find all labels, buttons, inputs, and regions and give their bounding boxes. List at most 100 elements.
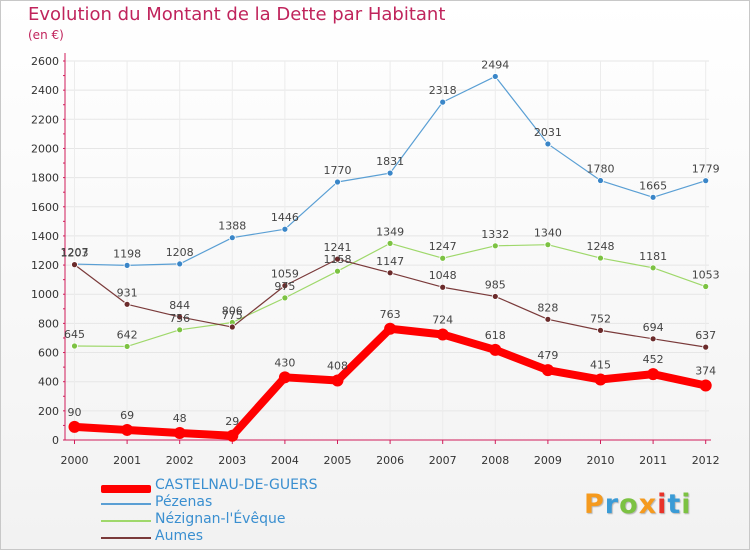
legend-swatch-aumes xyxy=(101,537,151,539)
data-point xyxy=(597,177,604,184)
x-tick-label: 2001 xyxy=(113,454,141,467)
data-label: 408 xyxy=(327,360,348,373)
data-label: 479 xyxy=(537,349,558,362)
logo-letter: P xyxy=(584,489,605,520)
data-point xyxy=(491,73,499,80)
data-labels-layer: 1207 1198 1208 1388 1446 1770 1831 2318 2494 2031… xyxy=(61,58,720,427)
x-tick-label: 2006 xyxy=(376,454,404,467)
data-label: 1349 xyxy=(376,225,404,238)
data-label: 1181 xyxy=(639,250,667,263)
data-label: 1053 xyxy=(692,269,720,282)
data-label: 645 xyxy=(64,328,85,341)
data-point xyxy=(228,323,236,331)
data-label: 1247 xyxy=(429,240,457,253)
data-point xyxy=(544,315,552,323)
data-point xyxy=(544,241,552,249)
logo-letter: i xyxy=(681,489,692,520)
data-label: 724 xyxy=(432,313,453,326)
data-label: 756 xyxy=(169,312,190,325)
x-tick-label: 2012 xyxy=(692,454,720,467)
data-point xyxy=(281,294,289,302)
data-label: 975 xyxy=(274,280,295,293)
data-point xyxy=(439,98,447,106)
data-label: 69 xyxy=(120,409,134,422)
data-point xyxy=(123,261,131,269)
data-point xyxy=(439,283,447,291)
logo-letter: x xyxy=(638,489,658,520)
data-label: 90 xyxy=(68,406,82,419)
data-label: 1446 xyxy=(271,211,299,224)
x-tick-label: 2008 xyxy=(481,454,509,467)
data-point xyxy=(123,300,131,308)
y-tick-label: 2200 xyxy=(31,113,59,126)
data-point xyxy=(594,373,607,386)
x-tick-label: 2003 xyxy=(218,454,246,467)
data-point xyxy=(281,225,289,233)
x-axis-ticks: 2000 2001 2002 2003 2004 2005 2006 2007 2008 2009… xyxy=(61,454,720,467)
data-label: 452 xyxy=(643,353,664,366)
y-tick-label: 800 xyxy=(38,317,59,330)
y-tick-label: 1800 xyxy=(31,172,59,185)
data-point xyxy=(544,140,552,148)
data-point xyxy=(176,260,184,268)
data-point xyxy=(439,254,447,262)
data-point xyxy=(649,335,657,343)
data-label: 1780 xyxy=(587,163,615,176)
data-label: 1779 xyxy=(692,163,720,176)
data-label: 1147 xyxy=(376,255,404,268)
x-tick-label: 2011 xyxy=(639,454,667,467)
data-label: 374 xyxy=(695,364,716,377)
data-point xyxy=(597,326,604,334)
data-point xyxy=(386,269,394,277)
data-point xyxy=(334,267,341,275)
legend-swatch-pezenas xyxy=(101,503,151,505)
legend-label-castelnau: CASTELNAU-DE-GUERS xyxy=(155,477,318,493)
data-label: 430 xyxy=(274,356,295,369)
data-point xyxy=(541,364,554,377)
data-label: 1198 xyxy=(113,247,141,260)
x-tick-label: 2004 xyxy=(271,454,299,467)
data-label: 828 xyxy=(537,301,558,314)
data-label: 1248 xyxy=(587,240,615,253)
data-label: 2494 xyxy=(481,58,509,71)
legend-label-pezenas: Pézenas xyxy=(155,494,213,510)
data-point xyxy=(386,239,394,247)
legend-label-aumes: Aumes xyxy=(155,528,203,544)
chart-title: Evolution du Montant de la Dette par Hab… xyxy=(28,4,446,25)
legend-label-nezignan: Nézignan-l'Évêque xyxy=(155,511,286,527)
chart-subtitle: (en €) xyxy=(28,28,64,42)
data-label: 1665 xyxy=(639,179,667,192)
data-label: 1208 xyxy=(166,246,194,259)
data-label: 844 xyxy=(169,299,190,312)
data-label: 415 xyxy=(590,359,611,372)
data-label: 931 xyxy=(117,286,138,299)
data-label: 1048 xyxy=(429,269,457,282)
data-label: 1770 xyxy=(324,164,352,177)
data-point xyxy=(278,371,291,384)
data-label: 985 xyxy=(485,278,506,291)
legend-swatch-castelnau xyxy=(101,485,151,493)
x-tick-label: 2009 xyxy=(534,454,562,467)
data-point xyxy=(386,169,394,177)
data-point xyxy=(649,193,657,201)
data-point xyxy=(649,264,657,272)
x-tick-label: 2007 xyxy=(429,454,457,467)
data-label: 1340 xyxy=(534,227,562,240)
y-tick-label: 1200 xyxy=(31,259,59,272)
data-point xyxy=(334,255,341,263)
logo-letter: o xyxy=(619,489,639,520)
data-point xyxy=(176,326,184,334)
y-tick-label: 1000 xyxy=(31,288,59,301)
y-tick-label: 2000 xyxy=(31,142,59,155)
y-tick-label: 1400 xyxy=(31,230,59,243)
y-tick-label: 1600 xyxy=(31,201,59,214)
data-label: 1388 xyxy=(218,220,246,233)
data-point xyxy=(597,254,604,262)
data-point xyxy=(436,328,449,341)
x-tick-label: 2010 xyxy=(587,454,615,467)
data-label: 806 xyxy=(222,305,243,318)
y-tick-label: 2400 xyxy=(31,84,59,97)
legend-swatch-nezignan xyxy=(101,520,151,522)
